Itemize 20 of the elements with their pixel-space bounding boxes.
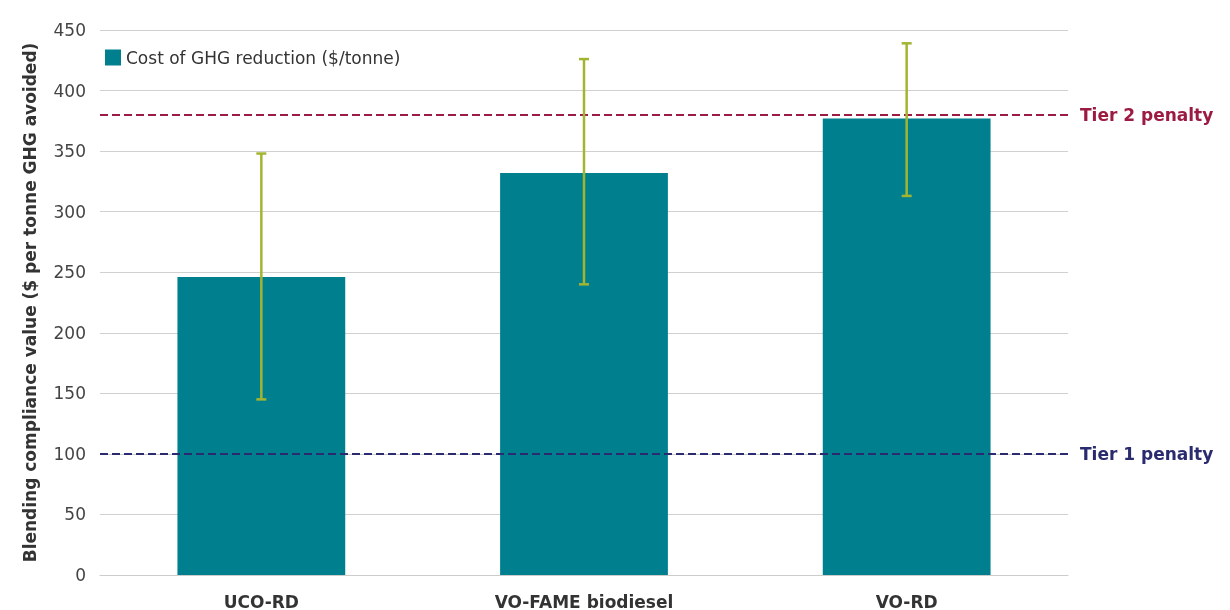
bar — [822, 118, 991, 575]
y-tick-label: 350 — [53, 141, 86, 162]
y-axis-title: Blending compliance value ($ per tonne GHG avoided) — [19, 42, 40, 563]
y-tick-label: 100 — [53, 443, 86, 464]
legend-label: Cost of GHG reduction ($/tonne) — [126, 47, 401, 68]
y-tick-label: 300 — [53, 201, 86, 222]
y-tick-label: 400 — [53, 80, 86, 101]
x-tick-label: UCO-RD — [223, 591, 299, 610]
y-tick-label: 150 — [53, 383, 86, 404]
ref-line-label: Tier 1 penalty — [1080, 443, 1214, 464]
y-tick-label: 450 — [53, 20, 86, 40]
y-tick-label: 200 — [53, 322, 86, 343]
y-tick-label: 250 — [53, 262, 86, 283]
ref-line-label: Tier 2 penalty — [1080, 104, 1214, 125]
x-tick-label: VO-FAME biodiesel — [494, 591, 674, 610]
y-tick-label: 0 — [75, 565, 86, 585]
y-tick-label: 50 — [64, 504, 86, 525]
bar — [177, 277, 346, 575]
x-tick-label: VO-RD — [875, 591, 938, 610]
bar — [500, 172, 668, 575]
